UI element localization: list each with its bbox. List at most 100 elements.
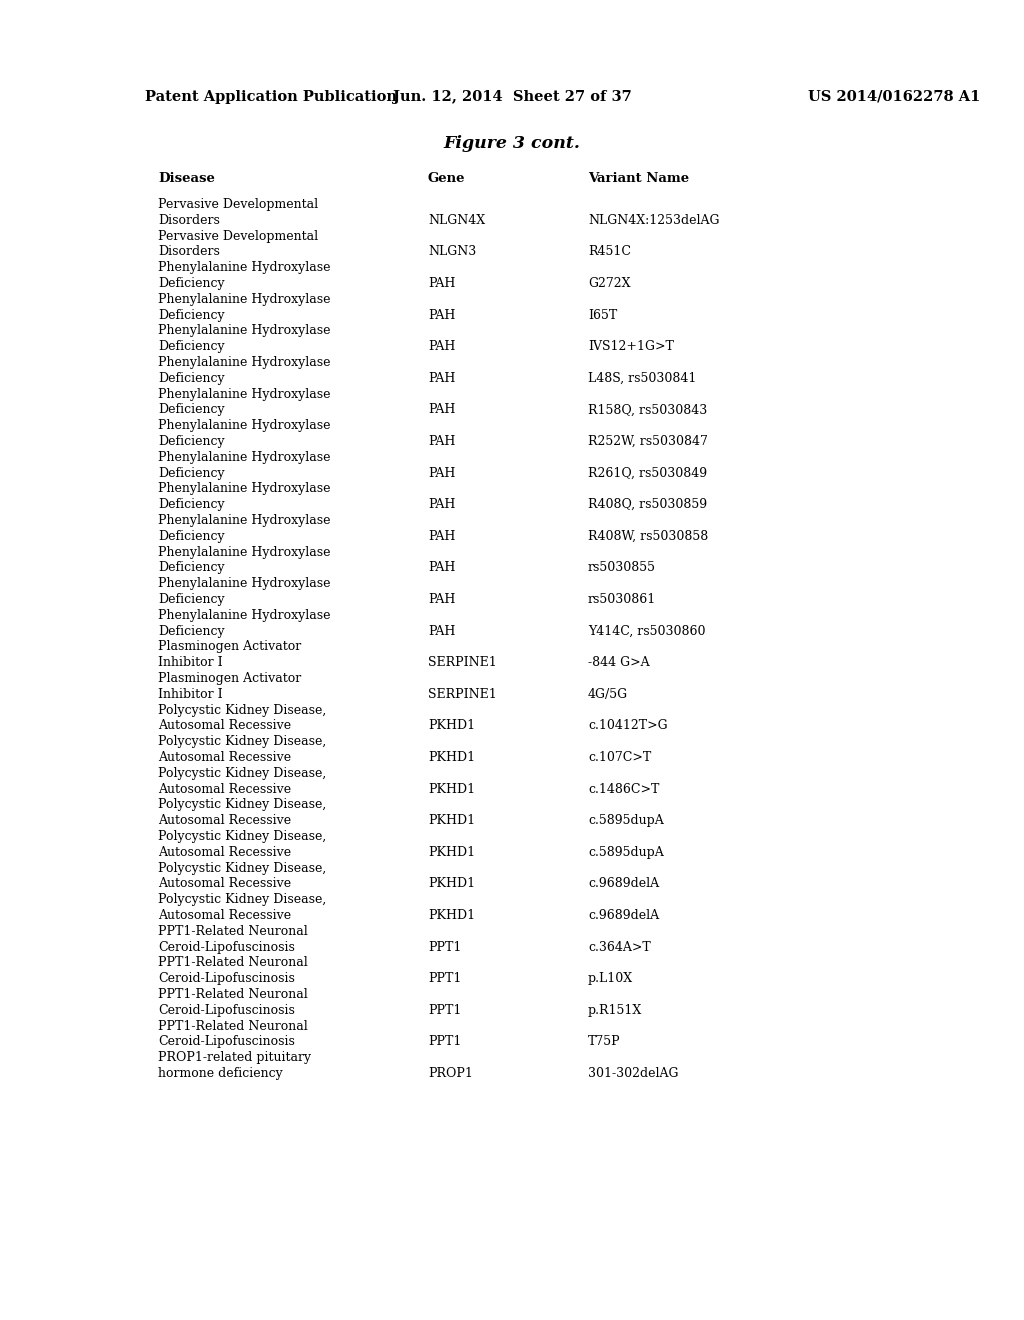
Text: Pervasive Developmental: Pervasive Developmental — [158, 198, 318, 211]
Text: PKHD1: PKHD1 — [428, 751, 475, 764]
Text: Autosomal Recessive: Autosomal Recessive — [158, 909, 291, 921]
Text: Ceroid-Lipofuscinosis: Ceroid-Lipofuscinosis — [158, 1003, 295, 1016]
Text: NLGN4X: NLGN4X — [428, 214, 485, 227]
Text: Polycystic Kidney Disease,: Polycystic Kidney Disease, — [158, 894, 327, 907]
Text: Ceroid-Lipofuscinosis: Ceroid-Lipofuscinosis — [158, 1035, 295, 1048]
Text: Deficiency: Deficiency — [158, 498, 224, 511]
Text: PAH: PAH — [428, 466, 456, 479]
Text: Phenylalanine Hydroxylase: Phenylalanine Hydroxylase — [158, 388, 331, 400]
Text: Phenylalanine Hydroxylase: Phenylalanine Hydroxylase — [158, 451, 331, 463]
Text: Autosomal Recessive: Autosomal Recessive — [158, 719, 291, 733]
Text: PAH: PAH — [428, 341, 456, 354]
Text: PPT1-Related Neuronal: PPT1-Related Neuronal — [158, 1019, 308, 1032]
Text: Pervasive Developmental: Pervasive Developmental — [158, 230, 318, 243]
Text: PKHD1: PKHD1 — [428, 783, 475, 796]
Text: Phenylalanine Hydroxylase: Phenylalanine Hydroxylase — [158, 577, 331, 590]
Text: c.107C>T: c.107C>T — [588, 751, 651, 764]
Text: Deficiency: Deficiency — [158, 372, 224, 385]
Text: Figure 3 cont.: Figure 3 cont. — [443, 135, 581, 152]
Text: Deficiency: Deficiency — [158, 341, 224, 354]
Text: Phenylalanine Hydroxylase: Phenylalanine Hydroxylase — [158, 513, 331, 527]
Text: rs5030855: rs5030855 — [588, 561, 656, 574]
Text: SERPINE1: SERPINE1 — [428, 688, 497, 701]
Text: c.1486C>T: c.1486C>T — [588, 783, 659, 796]
Text: R451C: R451C — [588, 246, 631, 259]
Text: Deficiency: Deficiency — [158, 561, 224, 574]
Text: Deficiency: Deficiency — [158, 529, 224, 543]
Text: PAH: PAH — [428, 498, 456, 511]
Text: PKHD1: PKHD1 — [428, 878, 475, 891]
Text: NLGN3: NLGN3 — [428, 246, 476, 259]
Text: Gene: Gene — [428, 172, 466, 185]
Text: Deficiency: Deficiency — [158, 593, 224, 606]
Text: Ceroid-Lipofuscinosis: Ceroid-Lipofuscinosis — [158, 973, 295, 985]
Text: Phenylalanine Hydroxylase: Phenylalanine Hydroxylase — [158, 420, 331, 432]
Text: PAH: PAH — [428, 436, 456, 447]
Text: p.R151X: p.R151X — [588, 1003, 642, 1016]
Text: Disorders: Disorders — [158, 246, 220, 259]
Text: hormone deficiency: hormone deficiency — [158, 1067, 283, 1080]
Text: Polycystic Kidney Disease,: Polycystic Kidney Disease, — [158, 799, 327, 812]
Text: PROP1-related pituitary: PROP1-related pituitary — [158, 1051, 311, 1064]
Text: c.9689delA: c.9689delA — [588, 909, 659, 921]
Text: PAH: PAH — [428, 624, 456, 638]
Text: PAH: PAH — [428, 277, 456, 290]
Text: Phenylalanine Hydroxylase: Phenylalanine Hydroxylase — [158, 609, 331, 622]
Text: Deficiency: Deficiency — [158, 309, 224, 322]
Text: Autosomal Recessive: Autosomal Recessive — [158, 846, 291, 859]
Text: rs5030861: rs5030861 — [588, 593, 656, 606]
Text: Phenylalanine Hydroxylase: Phenylalanine Hydroxylase — [158, 261, 331, 275]
Text: PPT1: PPT1 — [428, 973, 462, 985]
Text: PPT1: PPT1 — [428, 1003, 462, 1016]
Text: c.10412T>G: c.10412T>G — [588, 719, 668, 733]
Text: Plasminogen Activator: Plasminogen Activator — [158, 672, 301, 685]
Text: I65T: I65T — [588, 309, 617, 322]
Text: Autosomal Recessive: Autosomal Recessive — [158, 783, 291, 796]
Text: p.L10X: p.L10X — [588, 973, 633, 985]
Text: NLGN4X:1253delAG: NLGN4X:1253delAG — [588, 214, 720, 227]
Text: Deficiency: Deficiency — [158, 624, 224, 638]
Text: G272X: G272X — [588, 277, 631, 290]
Text: PPT1: PPT1 — [428, 941, 462, 953]
Text: R408Q, rs5030859: R408Q, rs5030859 — [588, 498, 708, 511]
Text: PAH: PAH — [428, 404, 456, 416]
Text: PKHD1: PKHD1 — [428, 909, 475, 921]
Text: c.5895dupA: c.5895dupA — [588, 814, 664, 828]
Text: T75P: T75P — [588, 1035, 621, 1048]
Text: Polycystic Kidney Disease,: Polycystic Kidney Disease, — [158, 767, 327, 780]
Text: IVS12+1G>T: IVS12+1G>T — [588, 341, 674, 354]
Text: PAH: PAH — [428, 372, 456, 385]
Text: 301-302delAG: 301-302delAG — [588, 1067, 679, 1080]
Text: Inhibitor I: Inhibitor I — [158, 656, 222, 669]
Text: Polycystic Kidney Disease,: Polycystic Kidney Disease, — [158, 735, 327, 748]
Text: Phenylalanine Hydroxylase: Phenylalanine Hydroxylase — [158, 356, 331, 370]
Text: PPT1-Related Neuronal: PPT1-Related Neuronal — [158, 957, 308, 969]
Text: Phenylalanine Hydroxylase: Phenylalanine Hydroxylase — [158, 545, 331, 558]
Text: PPT1-Related Neuronal: PPT1-Related Neuronal — [158, 925, 308, 937]
Text: L48S, rs5030841: L48S, rs5030841 — [588, 372, 696, 385]
Text: PAH: PAH — [428, 309, 456, 322]
Text: Phenylalanine Hydroxylase: Phenylalanine Hydroxylase — [158, 325, 331, 338]
Text: Patent Application Publication: Patent Application Publication — [145, 90, 397, 104]
Text: 4G/5G: 4G/5G — [588, 688, 628, 701]
Text: PPT1-Related Neuronal: PPT1-Related Neuronal — [158, 987, 308, 1001]
Text: Polycystic Kidney Disease,: Polycystic Kidney Disease, — [158, 830, 327, 843]
Text: Phenylalanine Hydroxylase: Phenylalanine Hydroxylase — [158, 482, 331, 495]
Text: R408W, rs5030858: R408W, rs5030858 — [588, 529, 709, 543]
Text: R261Q, rs5030849: R261Q, rs5030849 — [588, 466, 708, 479]
Text: Disorders: Disorders — [158, 214, 220, 227]
Text: PAH: PAH — [428, 593, 456, 606]
Text: Deficiency: Deficiency — [158, 277, 224, 290]
Text: Y414C, rs5030860: Y414C, rs5030860 — [588, 624, 706, 638]
Text: PKHD1: PKHD1 — [428, 719, 475, 733]
Text: Deficiency: Deficiency — [158, 466, 224, 479]
Text: Autosomal Recessive: Autosomal Recessive — [158, 878, 291, 891]
Text: PKHD1: PKHD1 — [428, 814, 475, 828]
Text: Ceroid-Lipofuscinosis: Ceroid-Lipofuscinosis — [158, 941, 295, 953]
Text: Polycystic Kidney Disease,: Polycystic Kidney Disease, — [158, 862, 327, 875]
Text: Variant Name: Variant Name — [588, 172, 689, 185]
Text: PKHD1: PKHD1 — [428, 846, 475, 859]
Text: c.364A>T: c.364A>T — [588, 941, 650, 953]
Text: Phenylalanine Hydroxylase: Phenylalanine Hydroxylase — [158, 293, 331, 306]
Text: Deficiency: Deficiency — [158, 436, 224, 447]
